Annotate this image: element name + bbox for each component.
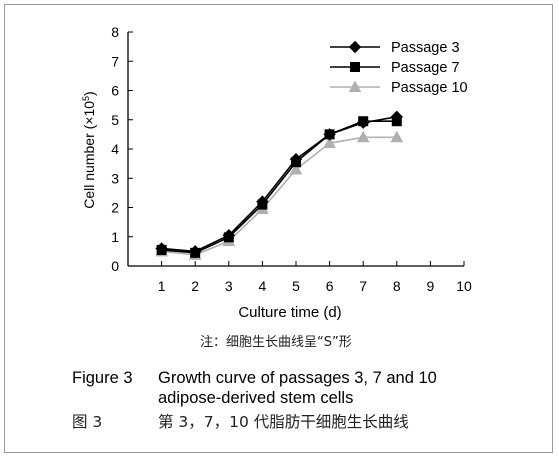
y-tick-label: 7 xyxy=(111,53,119,69)
legend-marker xyxy=(350,62,360,72)
caption-chinese: 图 3 第 3，7，10 代脂肪干细胞生长曲线 xyxy=(72,410,409,432)
caption-title-en-line1: Growth curve of passages 3, 7 and 10 xyxy=(158,369,437,387)
y-tick-label: 4 xyxy=(111,141,119,157)
legend-marker xyxy=(348,40,362,54)
x-tick-label: 10 xyxy=(456,278,472,294)
y-tick-label: 6 xyxy=(111,83,119,99)
series-passage-10 xyxy=(155,130,404,260)
x-tick-label: 6 xyxy=(326,278,334,294)
y-tick-label: 2 xyxy=(111,200,119,216)
x-tick-label: 9 xyxy=(427,278,435,294)
y-tick-label: 1 xyxy=(111,229,119,245)
legend-item: Passage 3 xyxy=(330,40,460,56)
data-point xyxy=(155,242,168,255)
series-layer xyxy=(155,110,404,260)
legend-marker xyxy=(348,80,362,92)
data-point xyxy=(390,130,404,143)
legend: Passage 3 Passage 7 Passage 10 xyxy=(330,40,468,96)
data-point xyxy=(222,229,236,242)
data-point xyxy=(390,110,404,124)
axes: 1 2 3 4 5 6 7 8 9 10 0 1 2 3 4 5 6 7 8 xyxy=(111,24,472,294)
data-point xyxy=(256,195,269,208)
y-axis-label-sup: 5 xyxy=(81,96,91,101)
y-tick-label: 0 xyxy=(111,258,119,274)
x-tick-label: 3 xyxy=(225,278,233,294)
y-axis-label: Cell number (×105) xyxy=(81,91,97,208)
data-point xyxy=(289,153,303,166)
y-tick-label: 3 xyxy=(111,170,119,186)
x-tick-label: 8 xyxy=(393,278,401,294)
data-point xyxy=(188,245,202,258)
legend-label: Passage 7 xyxy=(391,60,460,76)
x-tick-label: 4 xyxy=(259,278,267,294)
x-axis-label: Culture time (d) xyxy=(238,304,341,321)
legend-item: Passage 10 xyxy=(330,80,468,96)
data-point xyxy=(356,130,370,143)
data-point xyxy=(323,136,336,149)
x-tick-label: 7 xyxy=(359,278,367,294)
x-tick-label: 2 xyxy=(191,278,199,294)
caption-title-zh: 第 3，7，10 代脂肪干细胞生长曲线 xyxy=(158,413,409,431)
series-passage-3 xyxy=(155,110,404,258)
legend-item: Passage 7 xyxy=(330,60,460,76)
caption-english: Figure 3 Growth curve of passages 3, 7 an… xyxy=(72,368,437,408)
series-line xyxy=(161,116,397,253)
y-tick-label: 5 xyxy=(111,112,119,128)
legend-label: Passage 3 xyxy=(391,40,460,56)
caption-label-en: Figure 3 xyxy=(72,369,133,387)
data-point xyxy=(289,162,303,175)
series-line xyxy=(161,120,397,254)
caption-title-en-line2: adipose-derived stem cells xyxy=(158,389,354,407)
chart-note: 注：细胞生长曲线呈“S”形 xyxy=(200,335,352,350)
data-point xyxy=(323,128,336,141)
legend-label: Passage 10 xyxy=(391,80,468,96)
y-tick-label: 8 xyxy=(111,24,119,40)
y-axis-label-end: ) xyxy=(81,91,97,96)
x-tick-label: 5 xyxy=(292,278,300,294)
series-line xyxy=(161,136,397,256)
y-axis-label-main: Cell number (×10 xyxy=(81,101,97,209)
figure-frame xyxy=(4,4,553,453)
caption-label-zh: 图 3 xyxy=(72,413,103,431)
data-point xyxy=(356,116,370,129)
x-tick-label: 1 xyxy=(158,278,166,294)
